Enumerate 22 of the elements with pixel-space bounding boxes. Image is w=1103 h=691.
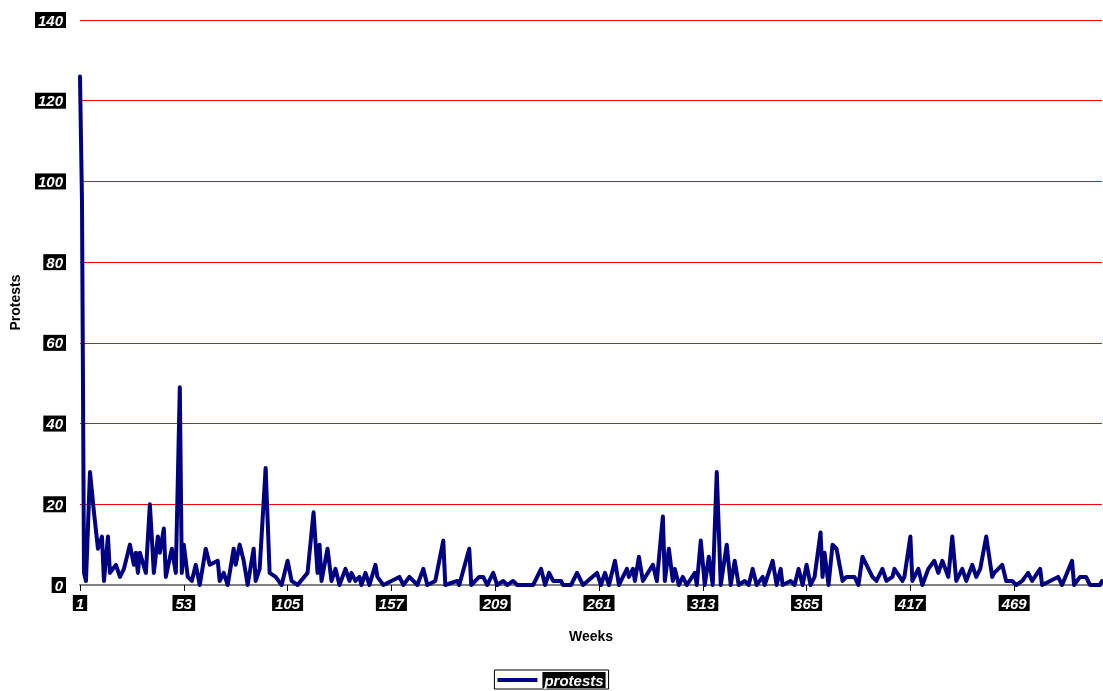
y-tick-label: 120 — [37, 92, 64, 110]
x-tick-label: 209 — [481, 595, 509, 612]
legend-label: protests — [543, 671, 604, 689]
x-tick-label: 365 — [794, 595, 820, 612]
y-tick-label: 60 — [46, 334, 64, 352]
x-tick-label: 53 — [175, 595, 193, 612]
x-axis-title: Weeks — [568, 628, 614, 644]
y-tick-label: 40 — [45, 415, 64, 433]
y-tick-label: 140 — [37, 11, 64, 29]
y-tick-label: 0 — [54, 576, 64, 594]
x-tick-label: 313 — [690, 595, 716, 612]
x-tick-label: 417 — [896, 595, 924, 612]
y-axis-title: Protests — [7, 274, 23, 331]
x-tick-label: 1 — [75, 595, 85, 612]
x-tick-label: 469 — [1000, 595, 1028, 612]
x-tick-label: 157 — [378, 595, 405, 612]
x-tick-label: 261 — [585, 595, 612, 612]
x-tick-label: 105 — [275, 595, 301, 612]
y-tick-label: 20 — [45, 495, 64, 513]
line-series — [78, 74, 1103, 587]
y-tick-label: 100 — [37, 172, 64, 190]
y-tick-label: 80 — [46, 253, 64, 271]
